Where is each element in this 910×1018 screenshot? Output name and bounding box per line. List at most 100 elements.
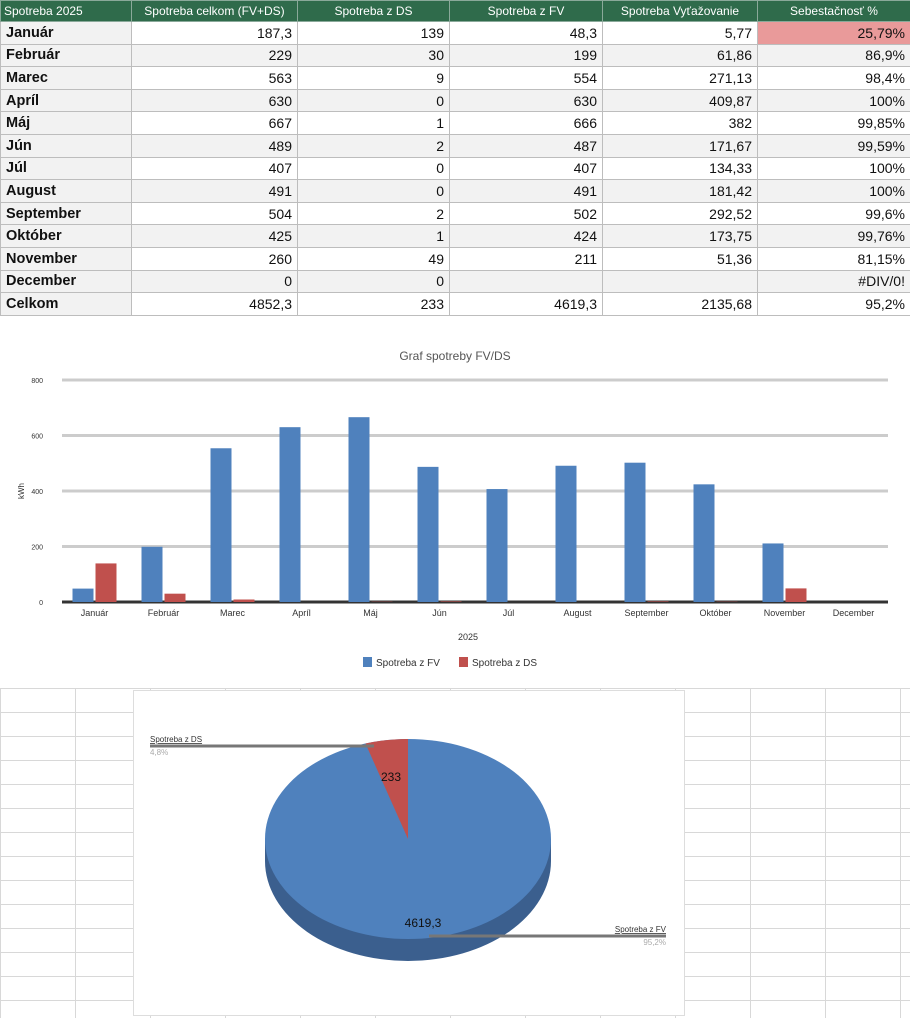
table-cell[interactable]: 99,85%	[757, 111, 910, 135]
bar-ds	[440, 601, 462, 602]
table-cell[interactable]: 407	[131, 156, 298, 181]
bar-chart: Graf spotreby FV/DS 0 200 400 600 800 kWh Januá…	[17, 349, 888, 669]
pie-label-name: Spotreba z DS	[150, 735, 202, 744]
table-cell[interactable]: 187,3	[131, 21, 298, 45]
row-label[interactable]: November	[0, 246, 132, 271]
table-cell[interactable]: 211	[449, 246, 603, 271]
table-cell[interactable]: 502	[449, 201, 603, 226]
table-cell[interactable]: 271,13	[602, 66, 758, 90]
table-cell[interactable]: 407	[449, 156, 603, 181]
table-cell[interactable]: 260	[131, 246, 298, 271]
table-cell[interactable]: 173,75	[602, 224, 758, 248]
bar-fv	[279, 427, 301, 602]
row-label[interactable]: Máj	[0, 111, 132, 135]
table-cell[interactable]: 51,36	[602, 246, 758, 271]
row-label[interactable]: September	[0, 201, 132, 226]
table-cell[interactable]: 2	[297, 201, 450, 226]
table-cell[interactable]: 0	[131, 269, 298, 294]
row-label[interactable]: Júl	[0, 156, 132, 181]
row-label[interactable]: December	[0, 269, 132, 294]
table-row: August 491 0 491 181,42 100%	[0, 179, 910, 203]
table-cell[interactable]: 81,15%	[757, 246, 910, 271]
y-tick-label: 0	[39, 600, 43, 607]
table-cell[interactable]: 171,67	[602, 133, 758, 158]
bar-ds	[164, 593, 186, 602]
table-cell[interactable]: 630	[131, 88, 298, 113]
x-axis-label: 2025	[458, 632, 478, 642]
table-cell[interactable]: 100%	[757, 156, 910, 181]
row-label[interactable]: Október	[0, 224, 132, 248]
table-cell[interactable]: 25,79%	[757, 21, 910, 45]
table-cell[interactable]: 4852,3	[131, 292, 298, 316]
row-label[interactable]: Celkom	[0, 292, 132, 316]
table-cell[interactable]	[602, 269, 758, 294]
chart-title: Graf spotreby FV/DS	[399, 349, 510, 363]
table-cell[interactable]: 491	[131, 179, 298, 203]
table-cell[interactable]: 30	[297, 43, 450, 68]
table-cell[interactable]: 95,2%	[757, 292, 910, 316]
table-cell[interactable]: 48,3	[449, 21, 603, 45]
row-label[interactable]: Február	[0, 43, 132, 68]
table-cell[interactable]: 100%	[757, 88, 910, 113]
table-cell[interactable]: 99,76%	[757, 224, 910, 248]
table-cell[interactable]: 425	[131, 224, 298, 248]
table-cell[interactable]: 487	[449, 133, 603, 158]
y-tick-label: 400	[31, 489, 43, 496]
table-cell[interactable]: 9	[297, 66, 450, 90]
table-cell[interactable]: 666	[449, 111, 603, 135]
table-cell[interactable]: 139	[297, 21, 450, 45]
table-cell[interactable]: #DIV/0!	[757, 269, 910, 294]
table-cell[interactable]: 489	[131, 133, 298, 158]
table-cell[interactable]: 4619,3	[449, 292, 603, 316]
pie-chart: 233 4619,3 Spotreba z DS 4,8% Spotreba z FV 9…	[133, 690, 685, 1016]
x-tick-label: Júl	[503, 608, 515, 618]
row-label[interactable]: August	[0, 179, 132, 203]
pie-label-percent: 95,2%	[643, 938, 666, 947]
table-cell[interactable]: 630	[449, 88, 603, 113]
table-cell[interactable]: 49	[297, 246, 450, 271]
table-cell[interactable]: 563	[131, 66, 298, 90]
slice-value-label: 233	[381, 770, 401, 784]
legend-label: Spotreba z FV	[376, 658, 440, 669]
table-cell[interactable]: 100%	[757, 179, 910, 203]
row-label[interactable]: Apríl	[0, 88, 132, 113]
bar-fv	[624, 462, 646, 602]
table-cell[interactable]: 86,9%	[757, 43, 910, 68]
table-cell[interactable]: 2	[297, 133, 450, 158]
table-cell[interactable]: 229	[131, 43, 298, 68]
table-cell[interactable]: 181,42	[602, 179, 758, 203]
table-cell[interactable]: 233	[297, 292, 450, 316]
table-row: Marec 563 9 554 271,13 98,4%	[0, 66, 910, 90]
table-cell[interactable]: 409,87	[602, 88, 758, 113]
table-cell[interactable]: 382	[602, 111, 758, 135]
table-cell[interactable]	[449, 269, 603, 294]
table-cell[interactable]: 1	[297, 224, 450, 248]
table-cell[interactable]: 424	[449, 224, 603, 248]
table-cell[interactable]: 61,86	[602, 43, 758, 68]
table-cell[interactable]: 99,59%	[757, 133, 910, 158]
table-cell[interactable]: 2135,68	[602, 292, 758, 316]
table-cell[interactable]: 0	[297, 269, 450, 294]
row-label[interactable]: Marec	[0, 66, 132, 90]
table-cell[interactable]: 0	[297, 88, 450, 113]
table-cell[interactable]: 667	[131, 111, 298, 135]
x-tick-label: December	[833, 608, 875, 618]
table-cell[interactable]: 134,33	[602, 156, 758, 181]
table-cell[interactable]: 0	[297, 156, 450, 181]
table-cell[interactable]: 5,77	[602, 21, 758, 45]
table-cell[interactable]: 554	[449, 66, 603, 90]
table-cell[interactable]: 1	[297, 111, 450, 135]
table-cell[interactable]: 99,6%	[757, 201, 910, 226]
consumption-table: Spotreba 2025 Spotreba celkom (FV+DS) Spot…	[0, 0, 910, 316]
table-cell[interactable]: 292,52	[602, 201, 758, 226]
row-label[interactable]: Január	[0, 21, 132, 45]
row-label[interactable]: Jún	[0, 133, 132, 158]
table-cell[interactable]: 491	[449, 179, 603, 203]
table-cell[interactable]: 199	[449, 43, 603, 68]
x-tick-label: Február	[148, 608, 180, 618]
bar-fv	[762, 543, 784, 602]
table-cell[interactable]: 504	[131, 201, 298, 226]
table-cell[interactable]: 0	[297, 179, 450, 203]
table-cell[interactable]: 98,4%	[757, 66, 910, 90]
bar-fv	[555, 465, 577, 602]
